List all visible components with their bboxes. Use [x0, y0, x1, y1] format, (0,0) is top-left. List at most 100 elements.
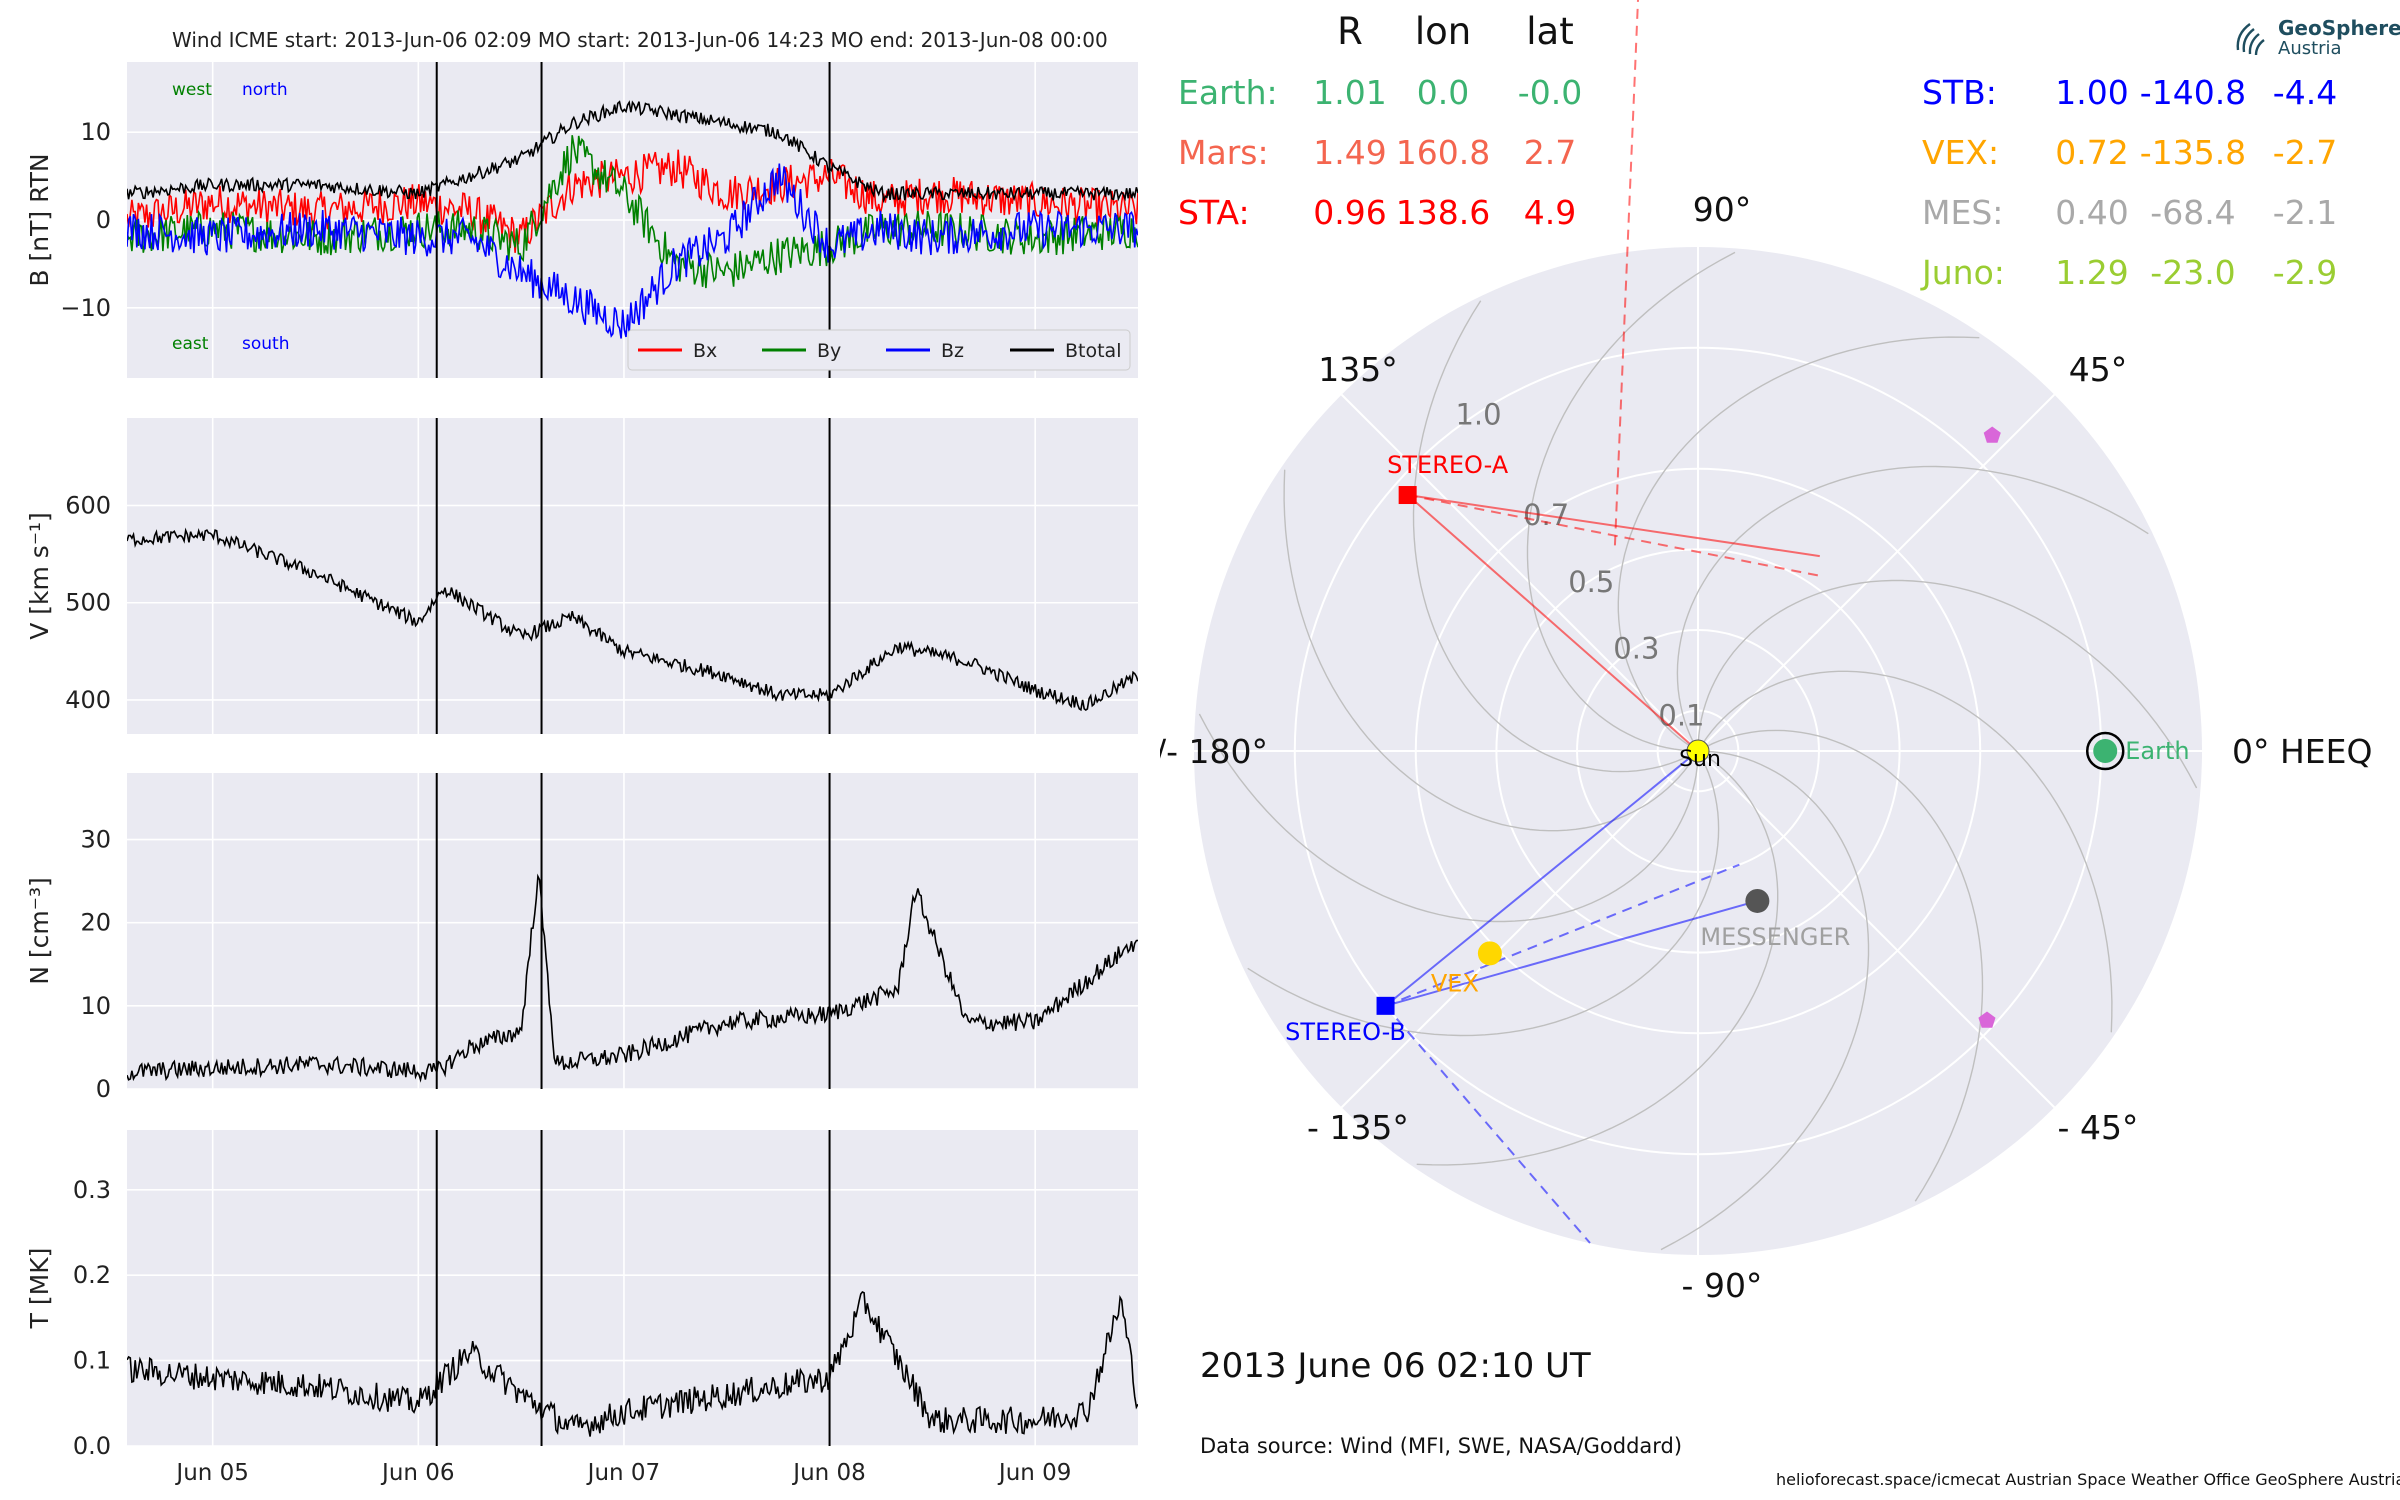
- y-tick-label: 10: [80, 992, 111, 1020]
- panel-background: [127, 418, 1138, 734]
- logo-text-line1: GeoSphere: [2278, 16, 2400, 40]
- stereo-b-label: STEREO-B: [1285, 1018, 1406, 1046]
- r-tick-label: 0.3: [1613, 632, 1659, 666]
- x-tick-label: Jun 07: [586, 1460, 661, 1486]
- annotation-west: west: [172, 80, 212, 100]
- table-header: lat: [1526, 10, 1573, 53]
- stb-outer-dashed-line: [1384, 1005, 1591, 1244]
- table-cell-r: 1.49: [1313, 133, 1386, 172]
- angular-grid-line: [1340, 393, 1699, 752]
- theta-tick-label: 0° HEEQ: [2232, 732, 2372, 771]
- series-line-bz: [127, 163, 1138, 339]
- table-cell-r: 1.29: [2055, 253, 2128, 292]
- logo: GeoSphere Austria: [2230, 12, 2400, 62]
- table-header: lon: [1415, 10, 1471, 53]
- body-stereo-a: [1398, 486, 1417, 505]
- logo-mark-icon: [2236, 23, 2265, 56]
- table-row-label: STA:: [1178, 193, 1250, 232]
- body-marker: [1983, 426, 2001, 443]
- plot-title: Wind ICME start: 2013-Jun-06 02:09 MO st…: [172, 28, 1108, 52]
- table-cell-lat: -0.0: [1518, 73, 1582, 112]
- panel-2: 600 500 400 V [km s⁻¹]: [25, 418, 1138, 734]
- annotation-north: north: [242, 80, 288, 100]
- body-marker: [1978, 1011, 1996, 1028]
- y-tick-label: 0: [96, 1075, 111, 1103]
- parker-spiral-line: [1198, 713, 1699, 923]
- x-tick-label: Jun 08: [791, 1460, 866, 1486]
- theta-tick-label: 90°: [1693, 190, 1752, 229]
- theta-tick-label: - 90°: [1682, 1266, 1763, 1305]
- parker-spiral-line: [1676, 465, 2149, 745]
- table-cell-lat: 2.7: [1524, 133, 1576, 172]
- theta-tick-label: - 45°: [2058, 1108, 2139, 1147]
- annotation-south: south: [242, 334, 289, 354]
- table-cell-lon: -68.4: [2150, 193, 2235, 232]
- parker-spiral-line: [1704, 729, 1984, 1202]
- sta-outer-dashed-line: [1613, 0, 1639, 546]
- body-messenger: [1745, 888, 1770, 913]
- body-marker: [1398, 486, 1417, 505]
- body-marker: [1686, 739, 1710, 763]
- parker-spiral-line: [1697, 579, 2198, 789]
- table-cell-r: 0.40: [2055, 193, 2128, 232]
- legend: Bx By Bz Btotal: [627, 329, 1131, 371]
- table-cell-r: 1.00: [2055, 73, 2128, 112]
- stb-sun-line: [1384, 750, 1699, 1007]
- parker-spiral-line: [1412, 300, 1692, 773]
- credits-label: helioforecast.space/icmecat Austrian Spa…: [1776, 1470, 2400, 1489]
- body-marker: [1376, 996, 1395, 1015]
- body-earth: [2085, 731, 2125, 771]
- table-cell-lon: 160.8: [1396, 133, 1490, 172]
- y-tick-label: 30: [80, 826, 111, 854]
- table-cell-lat: 4.9: [1524, 193, 1576, 232]
- data-source-label: Data source: Wind (MFI, SWE, NASA/Goddar…: [1200, 1434, 1683, 1458]
- y-tick-label: 0.1: [73, 1347, 111, 1375]
- angular-grid-line: [1340, 750, 1699, 1109]
- earth-ring: [2085, 731, 2125, 771]
- x-tick-label: Jun 06: [380, 1460, 455, 1486]
- y-axis-label: N [cm⁻³]: [25, 877, 54, 984]
- y-tick-label: 10: [80, 118, 111, 146]
- parker-spiral-line: [1247, 757, 1720, 1037]
- table-cell-lat: -2.9: [2273, 253, 2337, 292]
- angular-grid-line: [1697, 393, 2056, 752]
- table-cell-lat: -2.1: [2273, 193, 2337, 232]
- y-tick-label: 0.2: [73, 1261, 111, 1289]
- theta-tick-label: +/- 180°: [1160, 732, 1268, 771]
- series-line-data: [127, 873, 1138, 1083]
- vex-label: VEX: [1431, 969, 1479, 997]
- angular-grid-line: [1697, 750, 2056, 1109]
- legend-label: Bz: [941, 340, 964, 362]
- table-row-label: MES:: [1922, 193, 2003, 232]
- table-cell-lat: -4.4: [2273, 73, 2337, 112]
- y-tick-label: 0.0: [73, 1432, 111, 1460]
- panel-background: [127, 773, 1138, 1089]
- y-tick-label: 0: [96, 206, 111, 234]
- panel-4: 0.3 0.2 0.1 0.0 T [MK] Jun 05 Jun 06 Jun 07 Jun …: [25, 1130, 1138, 1486]
- r-tick-label: 1.0: [1455, 398, 1501, 432]
- sta-fov-line: [1407, 494, 1820, 558]
- table-row-label: Mars:: [1178, 133, 1269, 172]
- table-cell-r: 0.72: [2055, 133, 2128, 172]
- messenger-label: MESSENGER: [1700, 923, 1850, 951]
- body-pentagon-upper: [1983, 426, 2001, 443]
- table-cell-lat: -2.7: [2273, 133, 2337, 172]
- parker-spiral-line: [1617, 336, 1980, 748]
- sta-dashed-line: [1407, 494, 1821, 577]
- series-line-btotal: [127, 100, 1138, 204]
- table-cell-lon: -135.8: [2140, 133, 2246, 172]
- x-tick-label: Jun 09: [997, 1460, 1072, 1486]
- annotation-east: east: [172, 334, 209, 354]
- theta-tick-label: 135°: [1318, 350, 1398, 389]
- body-pentagon-lower: [1978, 1011, 1996, 1028]
- y-axis-label: B [nT] RTN: [25, 153, 54, 286]
- table-cell-r: 1.01: [1313, 73, 1386, 112]
- body-marker: [1745, 888, 1770, 913]
- table-cell-r: 0.96: [1313, 193, 1386, 232]
- y-tick-label: 20: [80, 909, 111, 937]
- y-tick-label: 500: [65, 589, 111, 617]
- body-vex: [1477, 941, 1502, 966]
- stb-mes-line: [1385, 899, 1758, 1007]
